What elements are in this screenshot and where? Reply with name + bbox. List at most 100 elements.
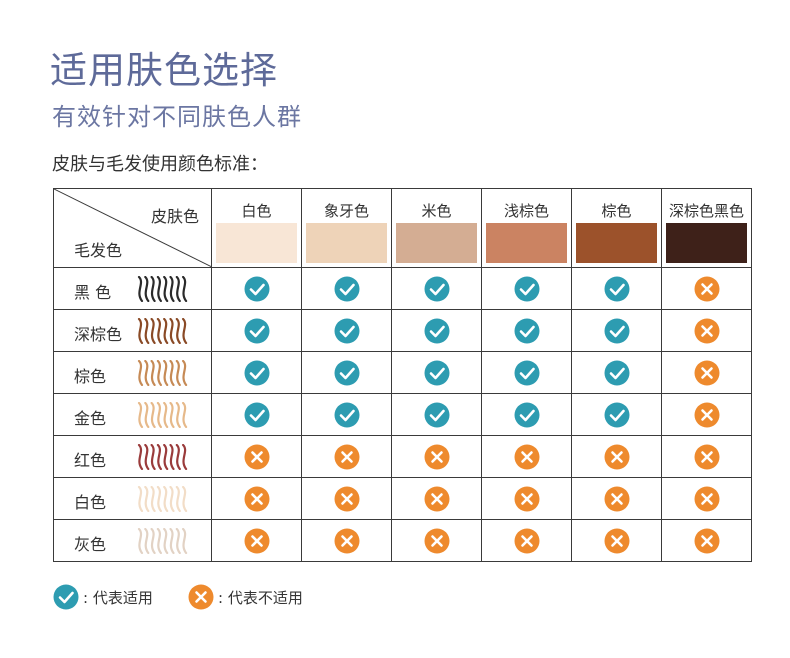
cross-icon <box>244 444 269 469</box>
skin-tone-header: 象牙色 <box>301 188 392 268</box>
unsuitable-cell <box>301 435 392 478</box>
unsuitable-cell <box>391 435 482 478</box>
hair-sample-icon <box>137 360 188 386</box>
skin-tone-swatch <box>396 223 477 263</box>
hair-color-label: 灰色 <box>74 535 107 554</box>
unsuitable-cell <box>661 351 752 394</box>
legend-suitable-label: : 代表适用 <box>83 588 153 607</box>
suitable-cell <box>481 309 572 352</box>
skin-tone-header-content: 米色 <box>392 189 481 267</box>
skin-tone-swatch <box>216 223 297 263</box>
skin-tone-label: 棕色 <box>601 202 632 220</box>
cross-icon <box>604 486 629 511</box>
unsuitable-cell <box>661 393 752 436</box>
hair-color-header: 黑 色 <box>54 268 211 309</box>
suitable-cell <box>391 393 482 436</box>
unsuitable-cell <box>661 477 752 520</box>
suitable-cell <box>571 309 662 352</box>
hair-color-label: 红色 <box>74 451 107 470</box>
skin-tone-swatch <box>486 223 567 263</box>
skin-tone-header-content: 白色 <box>212 189 301 267</box>
table-row: 金色 <box>53 393 752 436</box>
suitable-cell <box>481 393 572 436</box>
legend-unsuitable-label: : 代表不适用 <box>218 588 303 607</box>
cross-icon <box>424 444 449 469</box>
cross-icon <box>694 402 719 427</box>
table-row: 棕色 <box>53 351 752 394</box>
check-icon <box>334 318 359 343</box>
unsuitable-cell <box>211 435 302 478</box>
unsuitable-cell <box>661 519 752 562</box>
table-row: 黑 色 <box>53 267 752 310</box>
hair-color-cell: 金色 <box>53 393 212 436</box>
unsuitable-cell <box>391 519 482 562</box>
legend-suitable: : 代表适用 <box>53 583 153 611</box>
check-icon <box>604 276 629 301</box>
check-icon <box>604 360 629 385</box>
skin-tone-swatch <box>576 223 657 263</box>
skin-tone-header: 深棕色黑色 <box>661 188 752 268</box>
cross-icon <box>424 528 449 553</box>
unsuitable-cell <box>571 477 662 520</box>
suitable-cell <box>571 267 662 310</box>
hair-color-cell: 深棕色 <box>53 309 212 352</box>
skin-tone-label: 浅棕色 <box>503 202 549 220</box>
check-icon <box>244 402 269 427</box>
unsuitable-cell <box>571 519 662 562</box>
cross-icon <box>334 528 359 553</box>
skin-tone-label: 米色 <box>421 202 452 220</box>
cross-icon <box>514 486 539 511</box>
hair-color-cell: 白色 <box>53 477 212 520</box>
table-row: 白色 <box>53 477 752 520</box>
header-row: 皮肤色 毛发色 白色 象牙色 米色 浅棕色 棕色 深棕色黑色 <box>53 188 752 268</box>
check-icon <box>514 318 539 343</box>
unsuitable-cell <box>211 519 302 562</box>
skin-tone-header: 米色 <box>391 188 482 268</box>
check-icon <box>334 360 359 385</box>
suitable-cell <box>211 267 302 310</box>
hair-sample-icon <box>137 318 188 344</box>
check-icon <box>53 584 79 610</box>
unsuitable-cell <box>571 435 662 478</box>
check-icon <box>424 318 449 343</box>
check-icon <box>244 276 269 301</box>
hair-color-cell: 灰色 <box>53 519 212 562</box>
hair-sample-icon <box>137 276 188 302</box>
skin-tone-swatch <box>666 223 747 263</box>
table-intro: 皮肤与毛发使用颜色标准： <box>52 154 268 175</box>
suitable-cell <box>571 393 662 436</box>
suitable-cell <box>301 351 392 394</box>
check-icon <box>604 402 629 427</box>
skin-tone-label: 深棕色黑色 <box>668 202 744 220</box>
hair-sample-icon <box>137 402 188 428</box>
check-icon <box>514 276 539 301</box>
check-icon <box>604 318 629 343</box>
skin-color-axis-label: 皮肤色 <box>150 207 199 226</box>
cross-icon <box>694 276 719 301</box>
check-icon <box>334 276 359 301</box>
unsuitable-cell <box>481 519 572 562</box>
legend-unsuitable: : 代表不适用 <box>188 583 303 611</box>
hair-color-label: 棕色 <box>74 367 107 386</box>
skin-tone-header: 浅棕色 <box>481 188 572 268</box>
page-subtitle: 有效针对不同肤色人群 <box>52 103 302 131</box>
skin-tone-header: 棕色 <box>571 188 662 268</box>
suitable-cell <box>301 309 392 352</box>
cross-icon <box>514 444 539 469</box>
cross-icon <box>244 486 269 511</box>
table-row: 深棕色 <box>53 309 752 352</box>
cross-icon <box>604 528 629 553</box>
corner-header: 皮肤色 毛发色 <box>54 189 211 267</box>
cross-icon <box>334 486 359 511</box>
cross-icon <box>188 584 214 610</box>
hair-color-cell: 红色 <box>53 435 212 478</box>
hair-color-cell: 棕色 <box>53 351 212 394</box>
page-title: 适用肤色选择 <box>50 49 278 92</box>
skin-tone-header: 白色 <box>211 188 302 268</box>
suitability-table-body: 皮肤色 毛发色 白色 象牙色 米色 浅棕色 棕色 深棕色黑色 黑 色深棕色 棕色 金色 红色 白色… <box>53 188 752 562</box>
skin-tone-header-content: 深棕色黑色 <box>662 189 751 267</box>
skin-tone-label: 白色 <box>241 202 272 220</box>
suitable-cell <box>481 267 572 310</box>
check-icon <box>424 276 449 301</box>
skin-tone-label: 象牙色 <box>323 202 369 220</box>
